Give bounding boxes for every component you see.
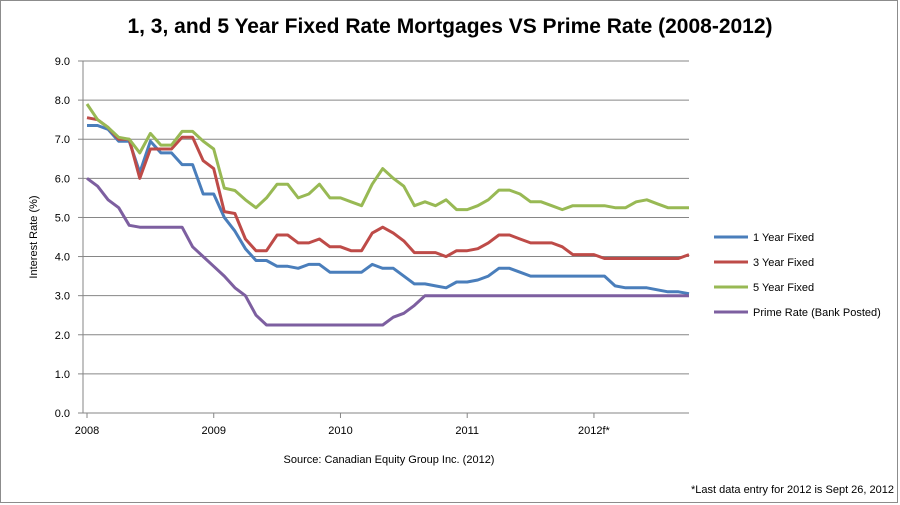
y-tick-label: 7.0 bbox=[55, 134, 70, 146]
x-tick-labels: 2008 2009 2010 2011 2012f* bbox=[75, 413, 611, 437]
x-tick-label: 2010 bbox=[328, 425, 352, 437]
legend-label: 1 Year Fixed bbox=[753, 232, 814, 244]
y-tick-label: 6.0 bbox=[55, 173, 70, 185]
x-tick-label: 2012f* bbox=[578, 425, 611, 437]
x-tick-label: 2011 bbox=[455, 425, 479, 437]
gridlines bbox=[83, 60, 689, 375]
series-line-5-year-fixed bbox=[85, 103, 689, 212]
legend-label: 5 Year Fixed bbox=[753, 282, 814, 294]
y-axis-title: Interest Rate (%) bbox=[28, 195, 40, 278]
legend-label: Prime Rate (Bank Posted) bbox=[753, 307, 881, 319]
y-tick-label: 9.0 bbox=[55, 56, 70, 68]
series-line-3-year-fixed bbox=[86, 116, 690, 260]
footnote-annotation: *Last data entry for 2012 is Sept 26, 20… bbox=[691, 484, 894, 496]
y-tick-label: 1.0 bbox=[55, 369, 70, 381]
y-tick-label: 0.0 bbox=[55, 408, 70, 420]
legend: 1 Year Fixed 3 Year Fixed 5 Year Fixed Prim… bbox=[714, 232, 881, 319]
x-tick-label: 2009 bbox=[201, 425, 225, 437]
legend-label: 3 Year Fixed bbox=[753, 257, 814, 269]
chart-title: 1, 3, and 5 Year Fixed Rate Mortgages VS… bbox=[127, 15, 773, 38]
x-tick-label: 2008 bbox=[75, 425, 99, 437]
series-line-prime-rate-bank-posted- bbox=[86, 177, 689, 327]
y-tick-labels: 0.0 1.0 2.0 3.0 4.0 5.0 6.0 7.0 8.0 9.0 bbox=[55, 56, 83, 420]
source-annotation: Source: Canadian Equity Group Inc. (2012… bbox=[284, 454, 495, 466]
axes bbox=[82, 61, 689, 414]
y-tick-label: 5.0 bbox=[55, 212, 70, 224]
series-lines bbox=[85, 103, 690, 327]
series-line-1-year-fixed bbox=[87, 124, 690, 296]
y-tick-label: 4.0 bbox=[55, 252, 70, 264]
y-tick-label: 2.0 bbox=[55, 330, 70, 342]
y-tick-label: 8.0 bbox=[55, 95, 70, 107]
y-tick-label: 3.0 bbox=[55, 291, 70, 303]
